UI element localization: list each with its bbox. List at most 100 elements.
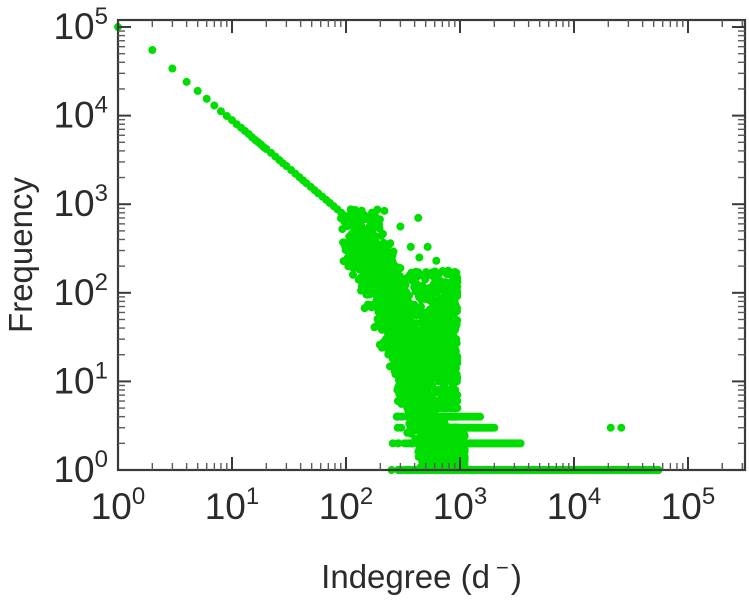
y-tick-label-exponent: 3 bbox=[95, 180, 108, 207]
data-point bbox=[452, 377, 461, 386]
axis-ticks bbox=[117, 20, 745, 471]
y-tick-label-mantissa: 10 bbox=[53, 95, 94, 136]
x-tick-label-exponent: 4 bbox=[588, 483, 601, 510]
data-point bbox=[422, 348, 431, 357]
data-point bbox=[403, 404, 412, 413]
y-tick-label-exponent: 0 bbox=[95, 446, 108, 473]
data-point bbox=[357, 282, 366, 291]
data-point bbox=[394, 334, 403, 343]
data-point bbox=[432, 256, 441, 265]
x-tick-label-exponent: 3 bbox=[474, 483, 487, 510]
data-point bbox=[380, 342, 389, 351]
data-point bbox=[406, 397, 415, 406]
data-point bbox=[341, 242, 350, 251]
data-point bbox=[396, 264, 405, 273]
x-axis-title-superscript: − bbox=[496, 555, 509, 580]
data-point bbox=[355, 265, 364, 274]
data-point bbox=[373, 205, 382, 214]
data-point bbox=[410, 391, 419, 400]
data-point bbox=[397, 319, 406, 328]
data-point bbox=[381, 285, 390, 294]
data-point bbox=[446, 367, 455, 376]
data-point bbox=[427, 397, 436, 406]
data-point bbox=[617, 423, 626, 432]
data-point bbox=[381, 262, 390, 271]
data-point bbox=[417, 335, 426, 344]
data-point bbox=[434, 385, 443, 394]
x-tick-label-mantissa: 10 bbox=[205, 486, 246, 527]
data-point bbox=[380, 206, 389, 215]
data-point bbox=[148, 46, 157, 55]
data-point bbox=[362, 226, 371, 235]
data-point bbox=[395, 370, 404, 379]
data-point bbox=[354, 215, 363, 224]
data-point bbox=[427, 391, 436, 400]
y-tick-label: 102 bbox=[53, 269, 108, 313]
data-point bbox=[359, 246, 368, 255]
data-point bbox=[451, 347, 460, 356]
data-point bbox=[402, 288, 411, 297]
data-point bbox=[418, 397, 427, 406]
data-point bbox=[388, 354, 397, 363]
data-point bbox=[415, 304, 424, 313]
x-tick-label-exponent: 0 bbox=[132, 483, 145, 510]
data-point bbox=[453, 277, 462, 286]
data-point bbox=[438, 342, 447, 351]
data-point bbox=[490, 423, 499, 432]
data-point bbox=[380, 239, 389, 248]
data-point bbox=[516, 439, 525, 448]
data-point bbox=[374, 221, 383, 230]
data-point bbox=[393, 423, 402, 432]
data-point bbox=[442, 301, 451, 310]
data-point bbox=[168, 64, 177, 73]
x-tick-label-mantissa: 10 bbox=[319, 486, 360, 527]
data-point bbox=[423, 242, 432, 251]
data-point bbox=[424, 330, 433, 339]
data-point bbox=[370, 235, 379, 244]
data-point bbox=[415, 367, 424, 376]
data-point bbox=[429, 281, 438, 290]
data-point bbox=[350, 249, 359, 258]
data-point bbox=[408, 439, 417, 448]
data-markers bbox=[114, 23, 663, 474]
x-tick-label-exponent: 5 bbox=[702, 483, 715, 510]
data-point bbox=[193, 86, 202, 95]
data-point bbox=[452, 339, 461, 348]
data-point bbox=[443, 359, 452, 368]
y-tick-label-mantissa: 10 bbox=[53, 449, 94, 490]
data-point bbox=[432, 448, 441, 457]
data-point bbox=[348, 270, 357, 279]
y-tick-label-exponent: 1 bbox=[95, 357, 108, 384]
data-point bbox=[428, 367, 437, 376]
data-point bbox=[447, 333, 456, 342]
data-point bbox=[414, 412, 423, 421]
data-point bbox=[434, 323, 443, 332]
data-point bbox=[421, 377, 430, 386]
data-point bbox=[389, 324, 398, 333]
data-point bbox=[446, 397, 455, 406]
data-point bbox=[389, 287, 398, 296]
data-point bbox=[476, 412, 485, 421]
data-point bbox=[446, 404, 455, 413]
y-tick-label: 104 bbox=[53, 92, 108, 136]
x-tick-label: 103 bbox=[433, 483, 488, 527]
data-point bbox=[434, 299, 443, 308]
data-point bbox=[424, 269, 433, 278]
y-axis-title: Frequency bbox=[2, 177, 39, 333]
data-point bbox=[444, 452, 453, 461]
data-point bbox=[450, 267, 459, 276]
data-point bbox=[398, 306, 407, 315]
data-point bbox=[367, 218, 376, 227]
data-point bbox=[390, 343, 399, 352]
data-point bbox=[405, 359, 414, 368]
x-tick-label-mantissa: 10 bbox=[433, 486, 474, 527]
y-tick-label-exponent: 4 bbox=[95, 92, 108, 119]
data-point bbox=[416, 404, 425, 413]
data-point bbox=[384, 250, 393, 259]
data-point bbox=[397, 391, 405, 400]
data-point bbox=[428, 381, 437, 390]
data-point bbox=[412, 311, 421, 320]
data-point bbox=[444, 318, 453, 327]
